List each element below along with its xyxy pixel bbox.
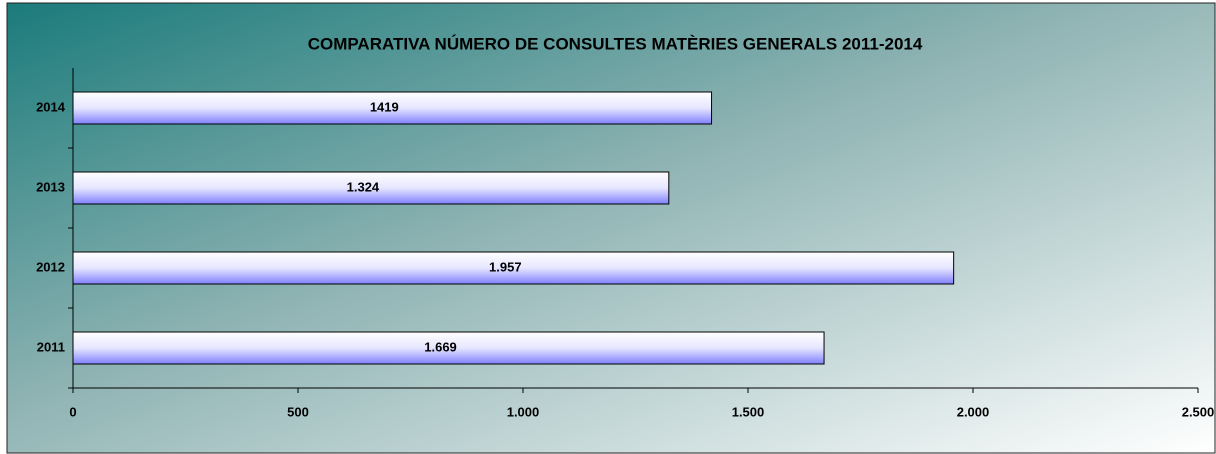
x-tick-label: 2.500	[1182, 404, 1215, 419]
bar	[72, 171, 670, 205]
chart-title: COMPARATIVA NÚMERO DE CONSULTES MATÈRIES…	[308, 34, 923, 53]
x-tick-label: 0	[69, 404, 76, 419]
data-label: 1.669	[424, 339, 457, 354]
x-tick-label: 500	[287, 404, 309, 419]
y-tick-label: 2011	[37, 339, 65, 354]
data-label: 1.957	[489, 259, 522, 274]
x-tick-label: 2.000	[957, 404, 990, 419]
data-label: 1419	[370, 99, 399, 114]
y-tick-label: 2013	[36, 179, 65, 194]
y-tick-label: 2014	[36, 99, 66, 114]
y-tick-label: 2012	[36, 259, 65, 274]
x-tick-label: 1.000	[507, 404, 540, 419]
bar	[72, 91, 713, 125]
data-label: 1.324	[347, 179, 380, 194]
x-tick-label: 1.500	[732, 404, 765, 419]
chart-background	[6, 2, 1216, 454]
bar	[72, 251, 955, 285]
bar	[72, 331, 825, 365]
